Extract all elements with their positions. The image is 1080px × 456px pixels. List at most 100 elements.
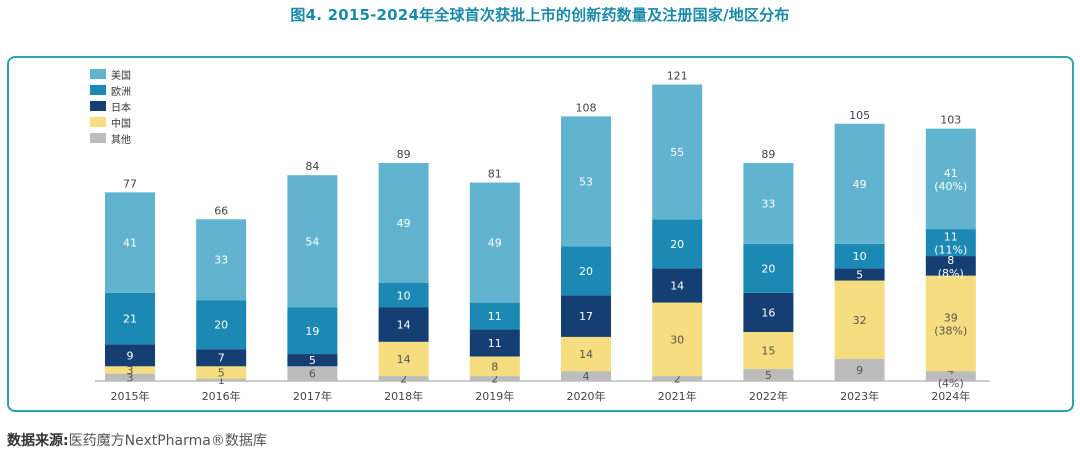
x-tick-label: 2023年 xyxy=(840,389,879,403)
legend-swatch xyxy=(90,101,106,111)
bar-segment xyxy=(378,283,429,308)
data-label: 53 xyxy=(579,175,593,188)
total-label: 89 xyxy=(761,148,775,161)
legend-swatch xyxy=(90,133,106,143)
legend-item: 日本 xyxy=(90,98,131,114)
bar-segment xyxy=(196,219,247,301)
bar-segment xyxy=(743,243,794,293)
legend-item: 中国 xyxy=(90,114,131,130)
data-label-percent: (11%) xyxy=(934,244,967,257)
bar-segment xyxy=(287,307,338,355)
data-label: 49 xyxy=(853,178,867,191)
data-label: 32 xyxy=(853,314,867,327)
data-label: 17 xyxy=(579,310,593,323)
data-label: 14 xyxy=(579,348,593,361)
bar-segment xyxy=(561,116,611,247)
bar-segment xyxy=(287,175,338,308)
x-tick-label: 2016年 xyxy=(202,389,241,403)
x-tick-label: 2018年 xyxy=(384,389,423,403)
legend-swatch xyxy=(90,117,106,127)
bar-segment xyxy=(196,300,247,350)
bar-segment xyxy=(561,246,611,296)
data-label: 30 xyxy=(670,333,684,346)
data-label-percent: (8%) xyxy=(938,267,964,280)
bar-segment xyxy=(196,378,247,381)
x-tick-label: 2022年 xyxy=(749,389,788,403)
bar-segment xyxy=(105,344,155,367)
bar-segment xyxy=(652,268,703,303)
data-label: 14 xyxy=(397,319,411,332)
bar-segment xyxy=(652,302,703,377)
legend: 美国 欧洲 日本 中国 其他 xyxy=(90,66,131,146)
bar-segment xyxy=(834,358,885,381)
data-label: 5 xyxy=(309,354,316,367)
bar-segment xyxy=(378,307,429,342)
data-label: 20 xyxy=(214,319,228,332)
bar-segment xyxy=(469,376,520,381)
data-label: 11 xyxy=(944,231,958,244)
total-label: 77 xyxy=(123,177,137,190)
total-label: 81 xyxy=(488,168,502,181)
data-label: 5 xyxy=(765,369,772,382)
x-tick-label: 2019年 xyxy=(475,389,514,403)
data-label: 2 xyxy=(400,373,407,386)
legend-item: 美国 xyxy=(90,66,131,82)
legend-label: 其他 xyxy=(111,134,131,146)
bar-segment xyxy=(925,256,976,276)
bar-segment xyxy=(652,219,703,269)
data-label: 16 xyxy=(761,306,775,319)
data-label: 6 xyxy=(309,368,316,381)
chart-title: 图4. 2015-2024年全球首次获批上市的创新药数量及注册国家/地区分布 xyxy=(290,6,790,24)
data-label: 14 xyxy=(670,279,684,292)
bar-segment xyxy=(652,376,703,381)
bar-segment xyxy=(105,366,155,374)
data-label: 39 xyxy=(944,311,958,324)
x-tick-label: 2020年 xyxy=(567,389,606,403)
data-label: 9 xyxy=(127,349,134,362)
bar-segment xyxy=(834,268,885,281)
legend-swatch xyxy=(90,69,106,79)
bar-segment xyxy=(469,302,520,330)
data-label: 5 xyxy=(218,366,225,379)
data-label: 54 xyxy=(305,235,319,248)
data-label: 11 xyxy=(488,310,502,323)
data-label: 55 xyxy=(670,146,684,159)
bar-segment xyxy=(652,84,703,220)
data-label: 20 xyxy=(670,238,684,251)
bar-segment xyxy=(561,336,611,372)
bar-segment xyxy=(834,243,885,269)
data-label: 19 xyxy=(305,325,319,338)
data-label: 3 xyxy=(127,371,134,384)
data-label: 2 xyxy=(674,373,681,386)
x-tick-label: 2017年 xyxy=(293,389,332,403)
bar-segment xyxy=(561,295,611,337)
total-label: 108 xyxy=(576,101,597,114)
bar-segment xyxy=(196,366,247,379)
bar-segment xyxy=(743,162,794,244)
data-label: 3 xyxy=(127,364,134,377)
legend-item: 其他 xyxy=(90,130,131,146)
total-label: 84 xyxy=(305,160,319,173)
bar-segment xyxy=(925,229,976,257)
data-label: 14 xyxy=(397,353,411,366)
data-label: 33 xyxy=(214,254,228,267)
bar-segment xyxy=(834,123,885,244)
bar-segment xyxy=(378,162,429,283)
source-label: 数据来源: xyxy=(7,433,69,449)
data-label: 8 xyxy=(947,254,954,267)
total-label: 103 xyxy=(940,114,961,127)
data-label: 41 xyxy=(944,167,958,180)
chart-frame xyxy=(7,56,1074,412)
total-label: 105 xyxy=(849,109,870,122)
bar-segment xyxy=(105,292,155,345)
bar-segment xyxy=(834,280,885,359)
legend-swatch xyxy=(90,85,106,95)
data-label: 15 xyxy=(761,344,775,357)
bar-segment xyxy=(925,128,976,230)
data-label: 11 xyxy=(488,337,502,350)
bar-segment xyxy=(196,349,247,367)
bar-segment xyxy=(469,182,520,303)
bar-segment xyxy=(287,366,338,381)
data-label: 10 xyxy=(853,250,867,263)
